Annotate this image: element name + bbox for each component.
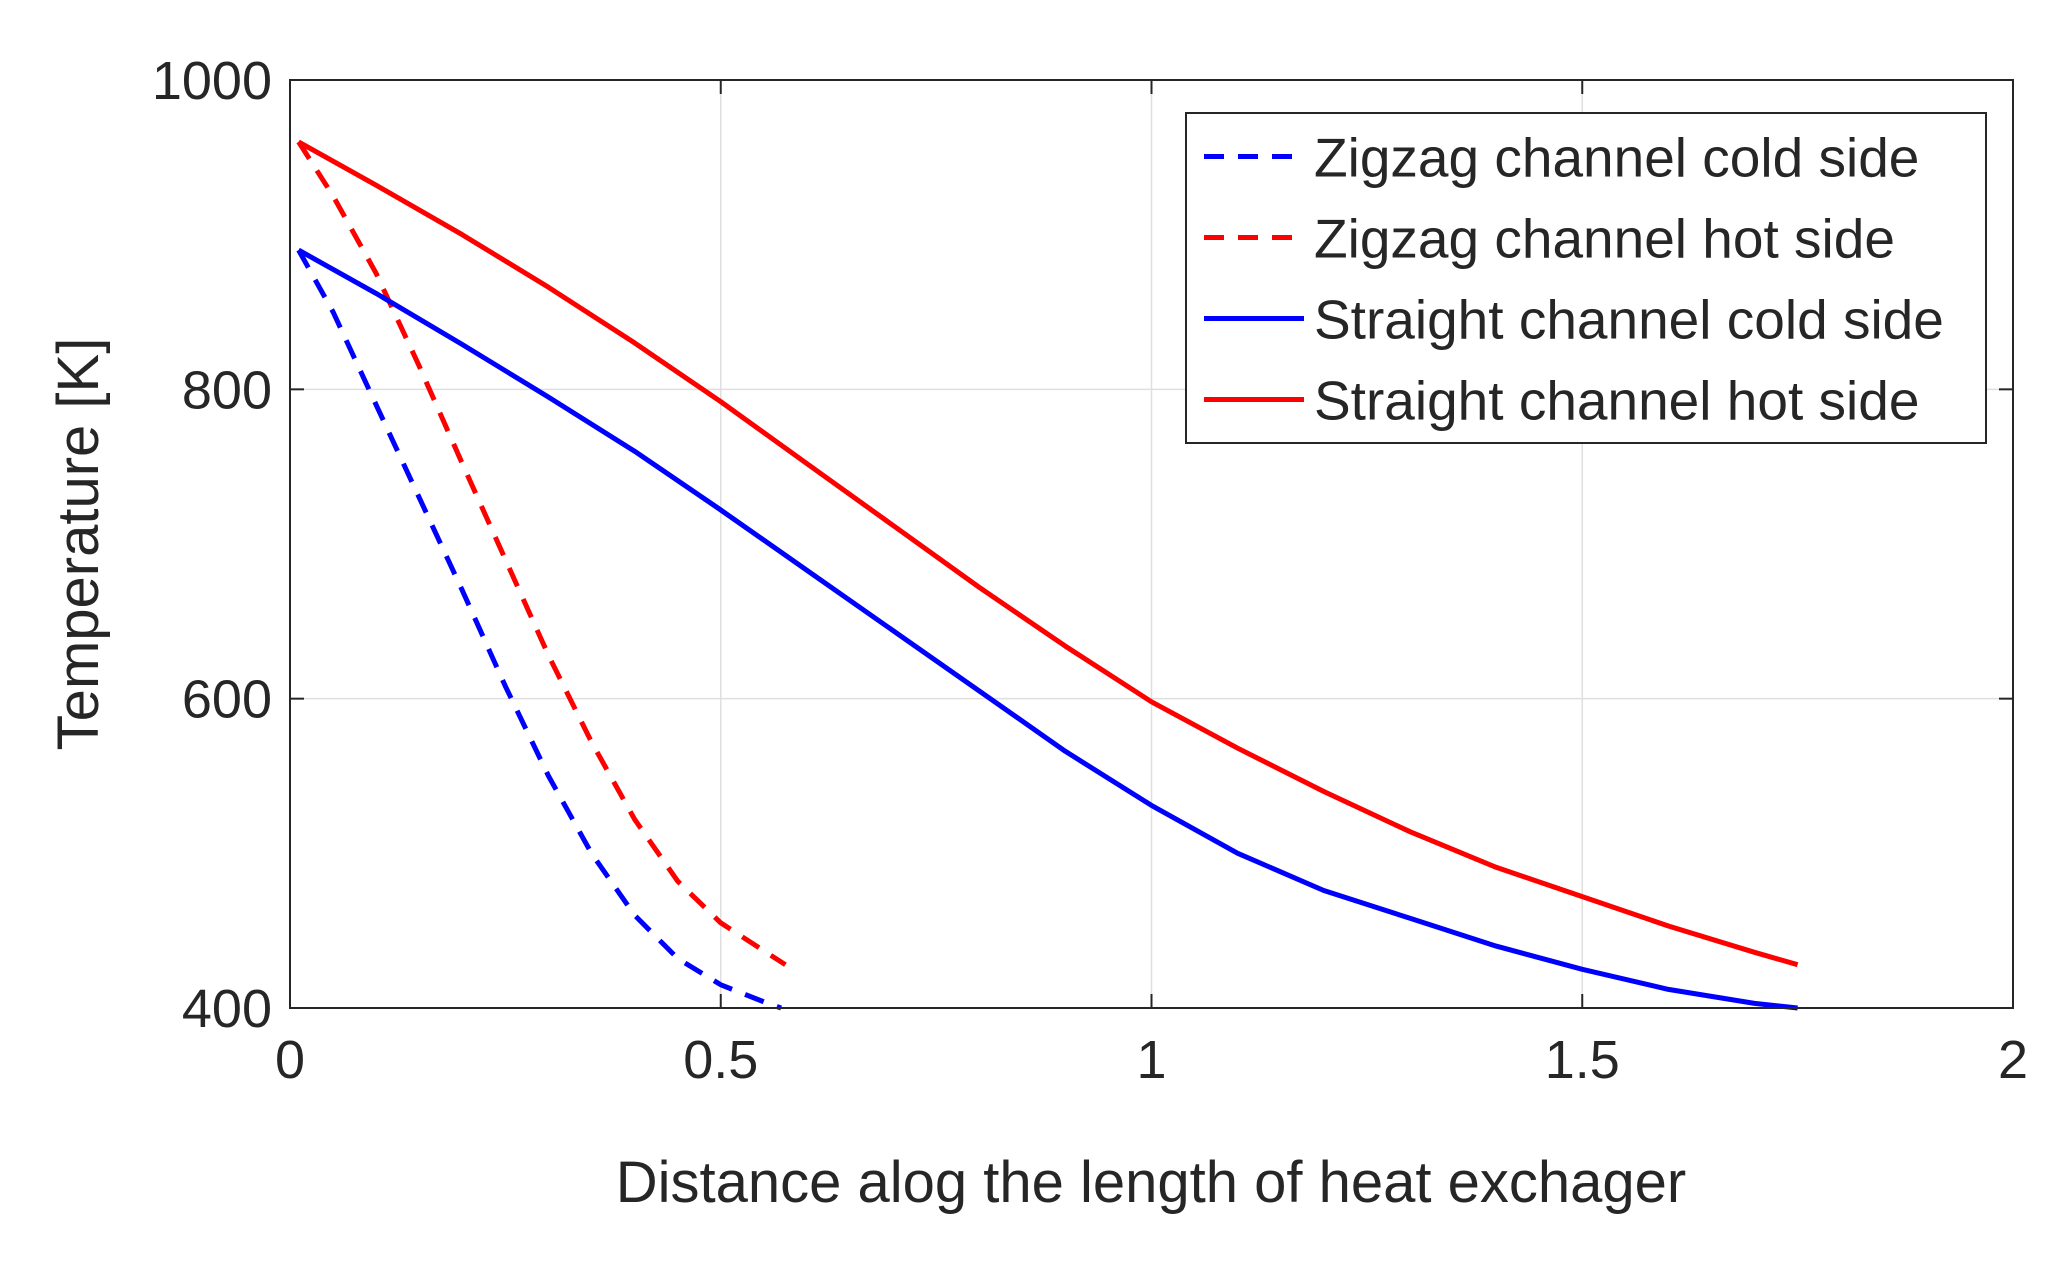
y-tick-label: 800: [182, 360, 272, 420]
y-tick-label: 1000: [152, 51, 272, 111]
y-tick-label: 600: [182, 670, 272, 730]
x-tick-label: 1.5: [1545, 1030, 1620, 1090]
series-line-zigzag-channel-cold-side: [296, 248, 782, 1011]
series-line-zigzag-channel-hot-side: [296, 140, 787, 967]
legend-label: Zigzag channel hot side: [1314, 208, 1895, 270]
ticks: 0 0.5 1 1.5 2 400 600 800 1000: [152, 51, 2028, 1090]
legend-box: [1185, 112, 1987, 444]
legend-label: Straight channel hot side: [1314, 370, 1919, 432]
x-axis-label: Distance alog the length of heat exchage…: [616, 1150, 1687, 1215]
legend: Zigzag channel cold side Zigzag channel h…: [1185, 112, 1987, 444]
x-tick-label: 0: [275, 1030, 305, 1090]
y-tick-label: 400: [182, 979, 272, 1039]
x-tick-label: 0.5: [683, 1030, 758, 1090]
y-axis-label: Temperature [K]: [46, 338, 111, 751]
legend-label: Zigzag channel cold side: [1314, 127, 1919, 189]
x-tick-label: 2: [1998, 1030, 2028, 1090]
series-line-straight-channel-hot-side: [297, 139, 1799, 968]
series-layer: [296, 139, 1799, 1011]
series-line-straight-channel-cold-side: [297, 247, 1798, 1011]
legend-label: Straight channel cold side: [1314, 289, 1944, 351]
x-tick-label: 1: [1136, 1030, 1166, 1090]
